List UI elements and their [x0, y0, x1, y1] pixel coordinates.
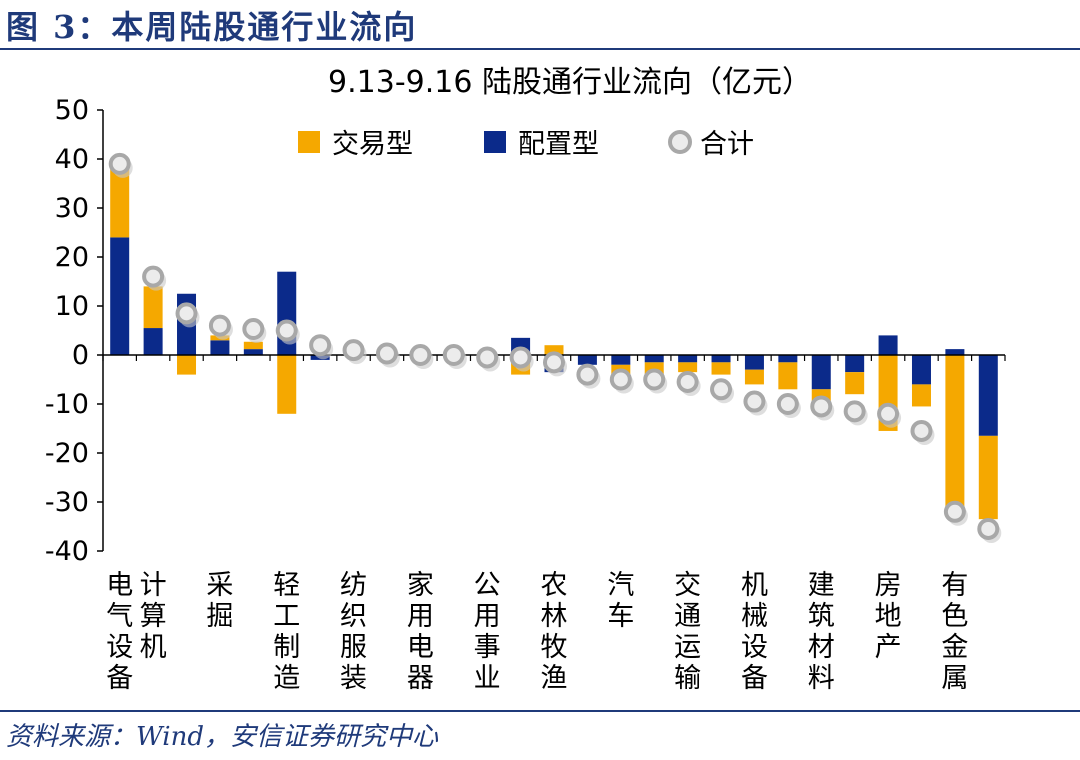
legend: 交易型 配置型 合计 [298, 129, 754, 160]
total-point [108, 152, 131, 175]
bar-config [845, 355, 865, 373]
total-point [743, 390, 766, 413]
total-point [543, 351, 565, 374]
total-point [576, 363, 599, 386]
y-axis: 50 40 30 20 10 0 -10 -20 -30 -40 [45, 95, 104, 567]
x-tick-label: 公用事业 [474, 570, 501, 694]
total-point [309, 334, 332, 357]
total-point [409, 344, 432, 366]
legend-swatch-trade [298, 131, 320, 153]
bar-trade [110, 163, 130, 238]
x-tick-label: 房地产 [875, 570, 902, 663]
bar-trade [177, 355, 197, 375]
bar-config [678, 355, 698, 363]
total-point [710, 378, 733, 401]
bar-config [644, 355, 664, 363]
x-tick-label: 有色金属 [941, 570, 968, 694]
y-tick-label: -20 [45, 438, 89, 469]
total-point [977, 517, 1000, 540]
total-point [843, 400, 866, 423]
total-point [643, 368, 666, 391]
y-tick-label: 30 [55, 193, 89, 224]
x-tick-label: 交通运输 [674, 570, 701, 694]
bar-trade [544, 345, 564, 355]
total-point [910, 419, 933, 442]
bar-config [945, 349, 965, 355]
y-tick-label: -30 [45, 487, 89, 518]
x-tick-label: 采掘 [206, 570, 233, 632]
x-tick-label: 电气设备 [106, 570, 133, 694]
bar-config [878, 335, 898, 355]
bar-trade [911, 384, 931, 407]
total-point [943, 500, 966, 523]
legend-label-config: 配置型 [518, 129, 599, 160]
x-tick-label: 建筑材料 [808, 570, 835, 694]
total-point [476, 346, 499, 369]
total-point [175, 302, 198, 325]
legend-label-total: 合计 [700, 129, 754, 160]
total-point [342, 339, 365, 362]
bar-config [911, 355, 931, 385]
bar-config [143, 328, 163, 355]
total-point [242, 318, 265, 341]
bar-trade [243, 341, 263, 350]
y-tick-label: 20 [55, 242, 89, 273]
total-point [676, 370, 699, 393]
y-tick-label: 40 [55, 144, 89, 175]
bar-config [978, 355, 998, 436]
figure-title: 图 3：本周陆股通行业流向 [6, 8, 418, 46]
x-tick-label: 机械设备 [741, 570, 768, 694]
bar-config [110, 237, 130, 355]
top-rule [0, 48, 1080, 50]
bar-trade [778, 362, 798, 390]
bar-config [210, 340, 230, 355]
y-tick-label: -40 [45, 536, 89, 567]
x-tick-label: 农林牧渔 [541, 570, 568, 694]
bar-trade [945, 355, 965, 507]
total-point [609, 368, 632, 391]
bar-trade [845, 372, 865, 395]
total-point [208, 314, 231, 337]
bar-config [744, 355, 764, 370]
flow-chart: 9.13-9.16 陆股通行业流向（亿元） 交易型 配置型 合计 50 40 30 2… [45, 65, 1006, 694]
total-point [275, 319, 298, 342]
total-point [509, 346, 532, 369]
x-tick-label: 纺织服装 [340, 570, 367, 694]
total-point [442, 344, 465, 366]
bar-trade [143, 286, 163, 329]
bar-trade [744, 369, 764, 385]
y-tick-label: 10 [55, 291, 89, 322]
total-point [776, 393, 799, 415]
bottom-rule [0, 710, 1080, 712]
total-point [810, 395, 833, 418]
source-note: 资料来源：Wind，安信证券研究中心 [6, 722, 438, 752]
legend-label-trade: 交易型 [332, 129, 413, 160]
legend-marker-total [668, 130, 692, 154]
bar-trade [711, 362, 731, 375]
chart-title: 9.13-9.16 陆股通行业流向（亿元） [328, 65, 812, 100]
bars [110, 163, 998, 520]
bar-config [611, 355, 631, 365]
x-tick-label: 计算机 [140, 570, 167, 663]
total-point [877, 402, 900, 425]
legend-swatch-config [484, 131, 506, 153]
x-tick-label: 汽车 [607, 570, 634, 632]
bar-config [577, 355, 597, 365]
x-tick-label: 家用电器 [407, 570, 434, 694]
bar-config [778, 355, 798, 363]
bar-config [243, 349, 263, 355]
total-point [375, 342, 398, 365]
bar-trade [277, 355, 297, 414]
bar-trade [678, 362, 698, 373]
bar-config [711, 355, 731, 363]
bar-trade [978, 435, 998, 520]
total-point [142, 265, 165, 288]
y-tick-label: 50 [55, 95, 89, 126]
y-tick-label: 0 [72, 340, 89, 371]
total-points [108, 152, 1002, 543]
y-tick-label: -10 [45, 389, 89, 420]
x-tick-label: 轻工制造 [273, 570, 300, 694]
bar-config [811, 355, 831, 390]
